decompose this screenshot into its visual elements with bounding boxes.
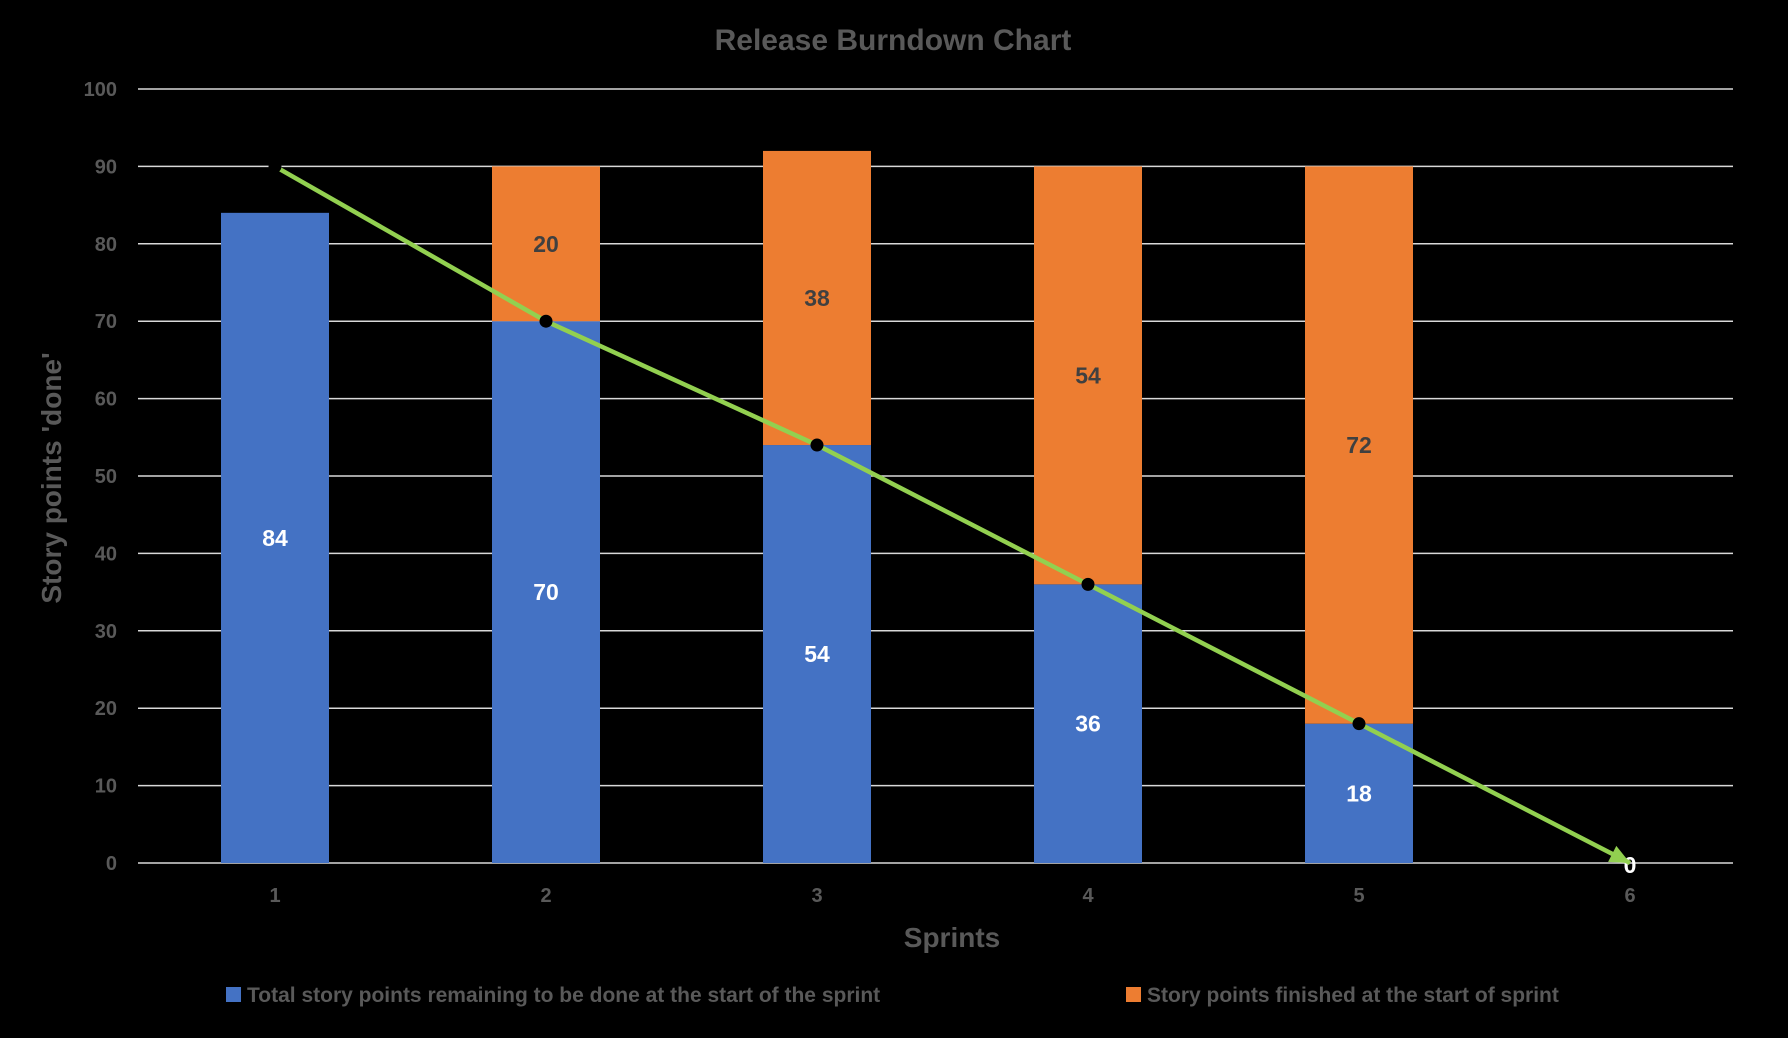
y-tick-label: 90 — [95, 156, 117, 178]
y-tick-label: 80 — [95, 234, 117, 256]
y-tick-label: 20 — [95, 698, 117, 720]
data-label: 38 — [804, 285, 830, 311]
x-tick-label: 6 — [1624, 885, 1635, 907]
bar-series-1 — [1305, 723, 1413, 863]
data-label: 54 — [804, 641, 830, 667]
y-tick-label: 10 — [95, 776, 117, 798]
data-labels: 84 70 54 36 18 0 20 38 54 72 — [262, 231, 1636, 878]
data-label: 36 — [1075, 711, 1101, 737]
x-tick-label: 3 — [811, 885, 822, 907]
data-label: 84 — [262, 525, 288, 551]
bar-series-2 — [1305, 166, 1413, 724]
trend-point — [1352, 717, 1366, 731]
gridlines — [138, 88, 1733, 864]
x-tick-label: 4 — [1082, 885, 1094, 907]
bar-series-1 — [763, 445, 871, 863]
trend-line-path — [273, 164, 1632, 866]
y-tick-label: 60 — [95, 389, 117, 411]
trend-line — [268, 159, 1632, 866]
y-tick-label: 30 — [95, 621, 117, 643]
bar-series-1 — [492, 321, 600, 863]
trend-line-arrowhead — [1608, 845, 1630, 863]
legend-swatch — [226, 987, 241, 1002]
x-tick-label: 5 — [1353, 885, 1364, 907]
y-tick-label: 40 — [95, 543, 117, 565]
y-axis-title: Story points 'done' — [36, 352, 67, 603]
trend-point — [810, 438, 824, 452]
bar-series-1 — [221, 212, 329, 864]
trend-point — [539, 314, 553, 328]
data-label: 72 — [1346, 432, 1372, 458]
y-tick-label: 50 — [95, 466, 117, 488]
bar-series-2 — [492, 166, 600, 322]
chart-title: Release Burndown Chart — [715, 24, 1072, 57]
x-axis-ticks: 1 2 3 4 5 6 — [269, 885, 1635, 907]
y-tick-label: 100 — [84, 79, 117, 101]
legend-label: Story points finished at the start of sp… — [1147, 984, 1559, 1007]
data-label: 54 — [1075, 362, 1101, 388]
y-tick-label: 0 — [106, 853, 117, 875]
x-axis-title: Sprints — [904, 922, 1000, 953]
x-tick-label: 2 — [540, 885, 551, 907]
bar-series-2 — [1034, 166, 1142, 585]
legend-label: Total story points remaining to be done … — [247, 984, 880, 1007]
data-label: 18 — [1346, 780, 1372, 806]
data-label: 70 — [533, 579, 559, 605]
bar-series-2 — [763, 150, 871, 446]
trend-point — [1081, 577, 1095, 591]
y-axis-ticks: 0 10 20 30 40 50 60 70 80 90 100 — [84, 79, 117, 875]
data-label: 20 — [533, 231, 559, 257]
trend-point — [268, 159, 282, 173]
data-label: 0 — [1624, 852, 1637, 878]
bars — [221, 150, 1413, 864]
legend-swatch — [1126, 987, 1141, 1002]
bar-series-1 — [1034, 584, 1142, 863]
x-tick-label: 1 — [269, 885, 280, 907]
legend: Total story points remaining to be done … — [226, 984, 1559, 1007]
y-tick-label: 70 — [95, 311, 117, 333]
